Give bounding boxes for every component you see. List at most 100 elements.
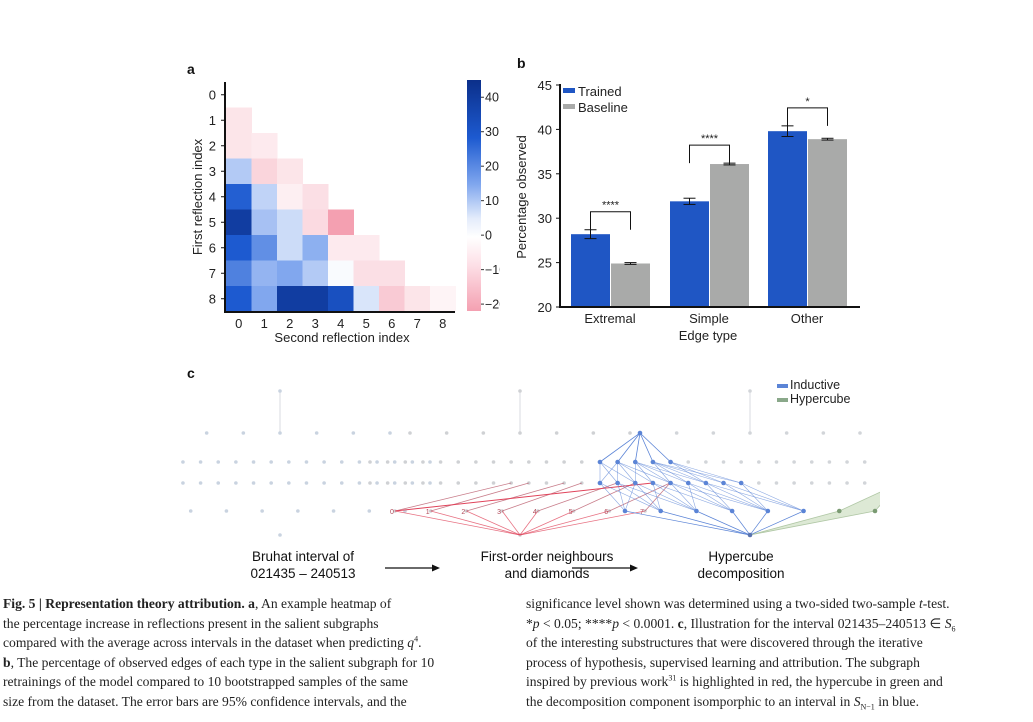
legend-swatch-baseline [563, 104, 575, 109]
graph-edge-inductive [688, 482, 733, 512]
graph-node [784, 431, 789, 435]
graph-node [421, 481, 425, 485]
graph-node [278, 533, 282, 537]
graph-edge-inductive [634, 432, 641, 463]
caption-text: N−1 [860, 702, 875, 712]
step-label-neighbours: First-order neighbours and diamonds [477, 548, 617, 582]
graph-edge-inductive [635, 482, 661, 512]
graph-node [748, 389, 752, 393]
heatmap-cell [277, 260, 303, 287]
caption-text: 31 [668, 673, 677, 683]
graph-node-bottom [747, 532, 753, 538]
graph-node-inductive [637, 430, 643, 436]
colorbar-tick-label: 20 [485, 160, 499, 174]
step-label-line: Hypercube [708, 549, 774, 564]
graph-node [287, 481, 291, 485]
x-tick-label: Extremal [584, 311, 635, 326]
graph-illustration: 0 1 2 3 4 5 6 7 Inductive Hypercube [181, 378, 880, 538]
hypercube-region [749, 491, 880, 536]
caption-line: compared with the average across interva… [3, 633, 515, 653]
graph-node-inductive [721, 480, 726, 486]
graph-node [368, 481, 372, 485]
caption-text: in blue. [874, 693, 919, 709]
graph-node [845, 481, 849, 485]
heatmap-cell [226, 133, 252, 159]
heatmap-cell [277, 286, 303, 312]
heatmap-cell [251, 209, 278, 236]
graph-edge-highlight [519, 510, 539, 536]
graph-edge-highlight [519, 510, 646, 536]
heatmap-cell [328, 260, 354, 287]
graph-node [392, 460, 397, 464]
graph-node-label: 3 [497, 509, 501, 516]
graph-node-label: 6 [604, 509, 608, 516]
graph-node-inductive [765, 508, 771, 514]
caption-text: the percentage increase in reflections p… [3, 615, 379, 631]
caption-text: t [918, 596, 923, 611]
caption-line: b, The percentage of observed edges of e… [3, 653, 515, 673]
panel-label-c: c [187, 365, 195, 381]
graph-node [792, 481, 796, 485]
graph-node [181, 481, 185, 485]
caption-text: inspired by previous work [526, 674, 669, 690]
graph-node [216, 481, 221, 485]
graph-node-inductive [801, 508, 806, 514]
graph-edge-highlight [394, 482, 653, 512]
heatmap-cell [277, 158, 303, 185]
graph-node [278, 389, 282, 393]
heatmap-chart: 0 1 2 3 4 5 6 7 8 0 1 2 3 4 5 6 7 8 Second reflection in… [190, 80, 500, 345]
y-tick-label: 6 [209, 240, 216, 255]
caption-line: the percentage increase in reflections p… [3, 614, 515, 634]
graph-node [403, 460, 408, 464]
caption-line: significance level shown was determined … [526, 594, 1031, 614]
graph-node [509, 481, 513, 485]
y-tick-labels: 0 1 2 3 4 5 6 7 8 [209, 87, 225, 306]
caption-text: < 0.0001. [619, 615, 678, 631]
graph-node [339, 481, 344, 485]
caption-text: , The percentage of observed edges of ea… [10, 654, 435, 670]
graph-node [403, 481, 408, 485]
heatmap-cell [353, 286, 380, 312]
colorbar-tick-label: 40 [485, 91, 499, 105]
graph-node [410, 460, 415, 464]
graph-node [792, 460, 796, 464]
graph-node [181, 460, 185, 464]
colorbar-tick-label: 0 [485, 229, 492, 243]
caption-text: Fig. 5 | Representation theory attributi… [3, 596, 255, 611]
caption-text: c [677, 615, 684, 631]
graph-node [579, 460, 584, 464]
graph-node [827, 460, 832, 464]
significance-label: * [805, 96, 810, 108]
graph-node [509, 460, 513, 464]
graph-node [224, 509, 229, 513]
x-tick-label: Simple [689, 311, 729, 326]
bruhat-interval-graph [181, 389, 432, 537]
caption-line: process of hypothesis, supervised learni… [526, 653, 1031, 673]
graph-node-label: 5 [569, 509, 573, 516]
y-tick-label: 4 [209, 189, 216, 204]
significance-bracket [689, 144, 730, 164]
graph-node [518, 431, 522, 435]
graph-edge-inductive [749, 510, 769, 536]
heatmap-cell [328, 235, 354, 261]
graph-node [481, 431, 486, 435]
bar-baseline [710, 164, 749, 307]
y-tick-label: 2 [209, 138, 216, 153]
graph-node [388, 431, 392, 435]
graph-edge-inductive [599, 432, 641, 463]
graph-edge-inductive [652, 461, 671, 484]
graph-node [357, 460, 362, 464]
caption-text: b [3, 654, 11, 670]
graph-node [269, 460, 273, 464]
graph-edge-inductive [652, 482, 662, 512]
graph-node [674, 431, 679, 435]
caption-text: 4 [414, 634, 419, 644]
x-tick-labels: 0 1 2 3 4 5 6 7 8 [235, 316, 446, 331]
legend-swatch-inductive [777, 384, 788, 388]
graph-edge-inductive [599, 461, 618, 484]
graph-node [392, 481, 397, 485]
flow-arrows [385, 564, 638, 572]
caption-text: p [612, 615, 620, 631]
caption-line: of the interesting substructures that we… [526, 633, 1031, 653]
graph-edge-highlight [519, 510, 610, 536]
